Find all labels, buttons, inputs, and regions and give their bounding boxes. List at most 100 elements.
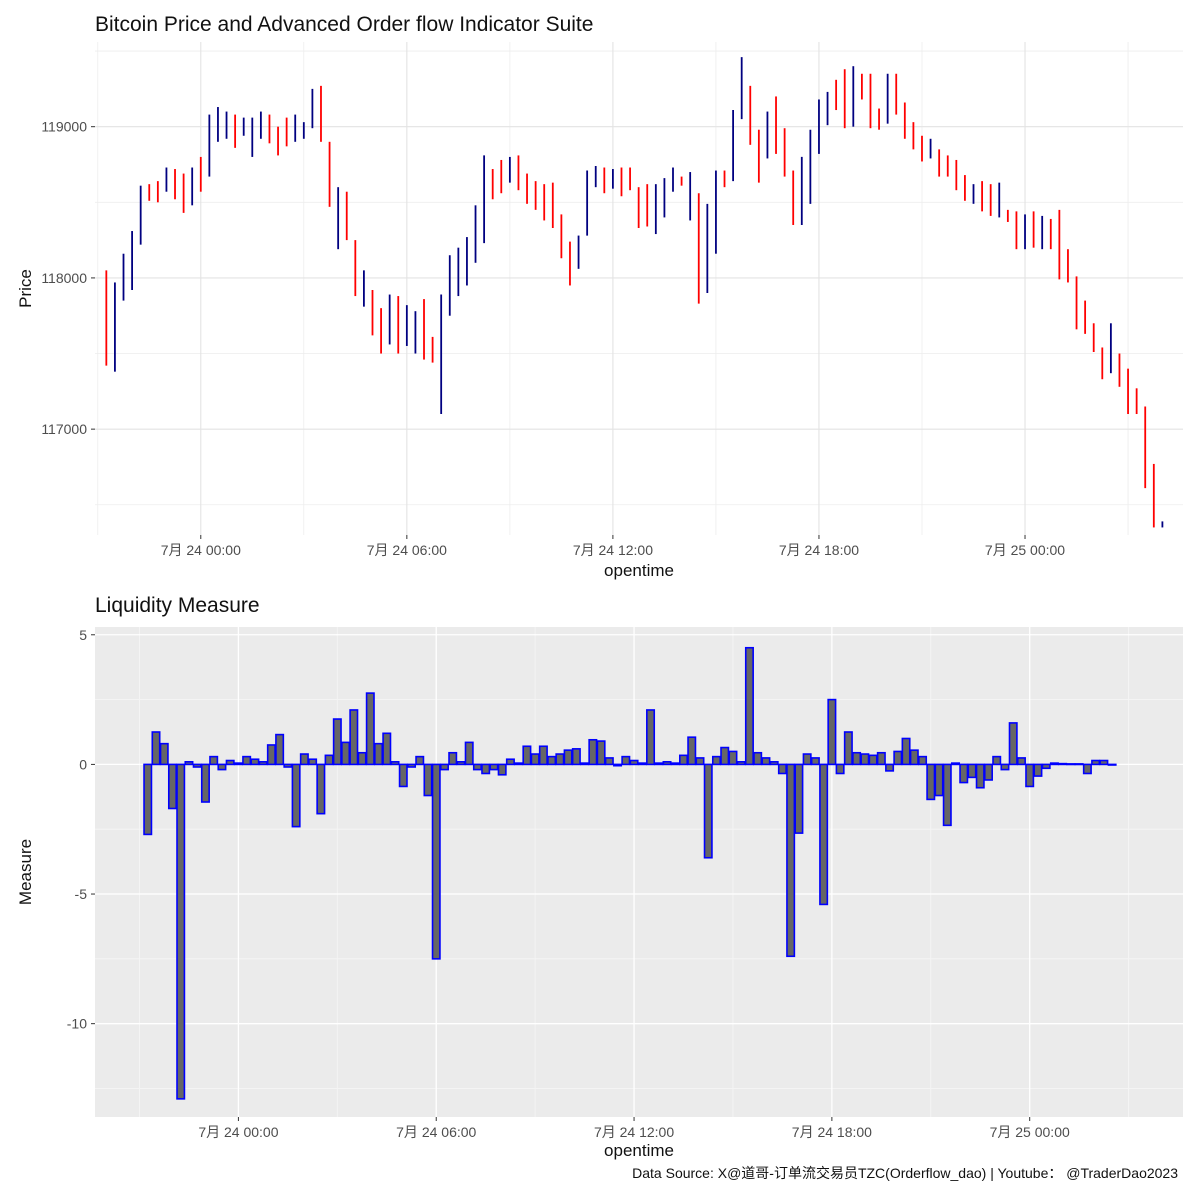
liquidity-bar xyxy=(604,757,614,766)
x-tick-label: 7月 24 12:00 xyxy=(573,542,653,558)
liquidity-bar xyxy=(530,753,540,766)
liquidity-bar xyxy=(1049,762,1059,766)
liquidity-bar xyxy=(233,762,243,766)
liquidity-bar xyxy=(637,762,647,766)
liquidity-bar xyxy=(860,753,870,766)
liquidity-bar xyxy=(431,763,441,960)
liquidity-bar xyxy=(481,763,491,775)
liquidity-bar xyxy=(810,757,820,766)
liquidity-bar xyxy=(1066,763,1076,766)
panel-background xyxy=(95,627,1183,1117)
x-tick-label: 7月 24 00:00 xyxy=(198,1124,278,1140)
liquidity-bar xyxy=(753,751,763,766)
liquidity-bar xyxy=(365,692,375,766)
liquidity-bar xyxy=(728,750,738,766)
liquidity-bar xyxy=(827,698,837,766)
y-axis-title: Price xyxy=(16,269,35,308)
liquidity-bar xyxy=(563,749,573,766)
liquidity-bar xyxy=(744,646,754,766)
liquidity-bar xyxy=(843,731,853,766)
liquidity-bar xyxy=(143,763,153,836)
liquidity-bar xyxy=(1016,757,1026,766)
liquidity-bar xyxy=(308,758,318,766)
x-tick-label: 7月 25 00:00 xyxy=(990,1124,1070,1140)
liquidity-bar xyxy=(909,749,919,766)
liquidity-bar xyxy=(926,763,936,801)
liquidity-bar xyxy=(192,763,202,768)
price-chart-title: Bitcoin Price and Advanced Order flow In… xyxy=(95,13,594,36)
liquidity-bar xyxy=(794,763,804,834)
liquidity-bar xyxy=(934,763,944,797)
liquidity-bar xyxy=(1107,763,1117,766)
liquidity-bar xyxy=(291,763,301,828)
liquidity-bar xyxy=(184,761,194,766)
liquidity-bar xyxy=(720,746,730,766)
liquidity-bar xyxy=(472,763,482,771)
liquidity-bar xyxy=(522,745,532,766)
liquidity-bar xyxy=(868,754,878,766)
y-tick-label: -5 xyxy=(75,886,88,902)
liquidity-bar xyxy=(736,761,746,766)
liquidity-bar xyxy=(349,709,359,766)
x-tick-label: 7月 24 18:00 xyxy=(779,542,859,558)
liquidity-bar xyxy=(423,763,433,797)
liquidity-bar xyxy=(975,763,985,789)
liquidity-bar xyxy=(992,755,1002,766)
liquidity-bar xyxy=(357,751,367,766)
liquidity-bar xyxy=(538,745,548,766)
liquidity-bar xyxy=(489,763,499,771)
liquidity-bar xyxy=(621,755,631,766)
liquidity-bar xyxy=(703,763,713,859)
y-tick-label: -10 xyxy=(67,1016,87,1032)
liquidity-bar xyxy=(819,763,829,906)
liquidity-bar xyxy=(167,763,177,810)
liquidity-bar xyxy=(1099,759,1109,766)
x-tick-label: 7月 24 12:00 xyxy=(594,1124,674,1140)
price-ohlc-chart: 7月 24 00:00 7月 24 06:00 7月 24 12:00 7月 24 1… xyxy=(16,42,1183,580)
liquidity-bar xyxy=(942,763,952,827)
liquidity-bar xyxy=(959,763,969,784)
liquidity-bar xyxy=(687,736,697,766)
y-tick-label: 117000 xyxy=(41,421,87,437)
liquidity-bar xyxy=(646,709,656,766)
liquidity-bar xyxy=(332,718,342,766)
liquidity-bar xyxy=(1025,763,1035,788)
x-tick-label: 7月 24 00:00 xyxy=(161,542,241,558)
liquidity-bar xyxy=(835,763,845,775)
liquidity-bar xyxy=(852,751,862,766)
liquidity-bar xyxy=(629,759,639,766)
x-tick-label: 7月 24 06:00 xyxy=(367,542,447,558)
y-axis-title: Measure xyxy=(16,839,35,905)
liquidity-bar xyxy=(1091,759,1101,766)
liquidity-bar xyxy=(250,758,260,766)
x-axis-title: opentime xyxy=(604,561,674,580)
liquidity-bar xyxy=(1082,763,1092,775)
liquidity-bar xyxy=(950,762,961,766)
x-tick-label: 7月 24 06:00 xyxy=(396,1124,476,1140)
liquidity-bar xyxy=(258,761,268,766)
liquidity-bar xyxy=(415,755,425,766)
liquidity-bar xyxy=(176,763,186,1100)
liquidity-bar xyxy=(266,744,276,766)
liquidity-bar xyxy=(456,761,466,766)
liquidity-bar xyxy=(769,761,779,766)
y-tick-label: 5 xyxy=(79,627,87,643)
liquidity-bar xyxy=(1000,763,1010,771)
liquidity-bar xyxy=(1008,722,1018,766)
y-tick-label: 0 xyxy=(79,756,87,772)
liquidity-bar xyxy=(777,763,787,775)
liquidity-bar xyxy=(662,761,672,766)
liquidity-bar xyxy=(967,763,977,779)
liquidity-bar xyxy=(200,763,210,803)
y-tick-label: 118000 xyxy=(41,270,87,286)
data-source-footer: Data Source: X@道哥-订单流交易员TZC(Orderflow_da… xyxy=(632,1165,1178,1181)
liquidity-bar xyxy=(802,753,812,766)
x-tick-label: 7月 25 00:00 xyxy=(985,542,1065,558)
liquidity-bar xyxy=(225,759,235,766)
liquidity-bar xyxy=(406,763,417,768)
liquidity-bar xyxy=(876,751,886,766)
x-axis-title: opentime xyxy=(604,1141,674,1160)
liquidity-bar xyxy=(547,755,557,766)
liquidity-bar xyxy=(497,763,507,776)
liquidity-bar xyxy=(983,763,993,781)
